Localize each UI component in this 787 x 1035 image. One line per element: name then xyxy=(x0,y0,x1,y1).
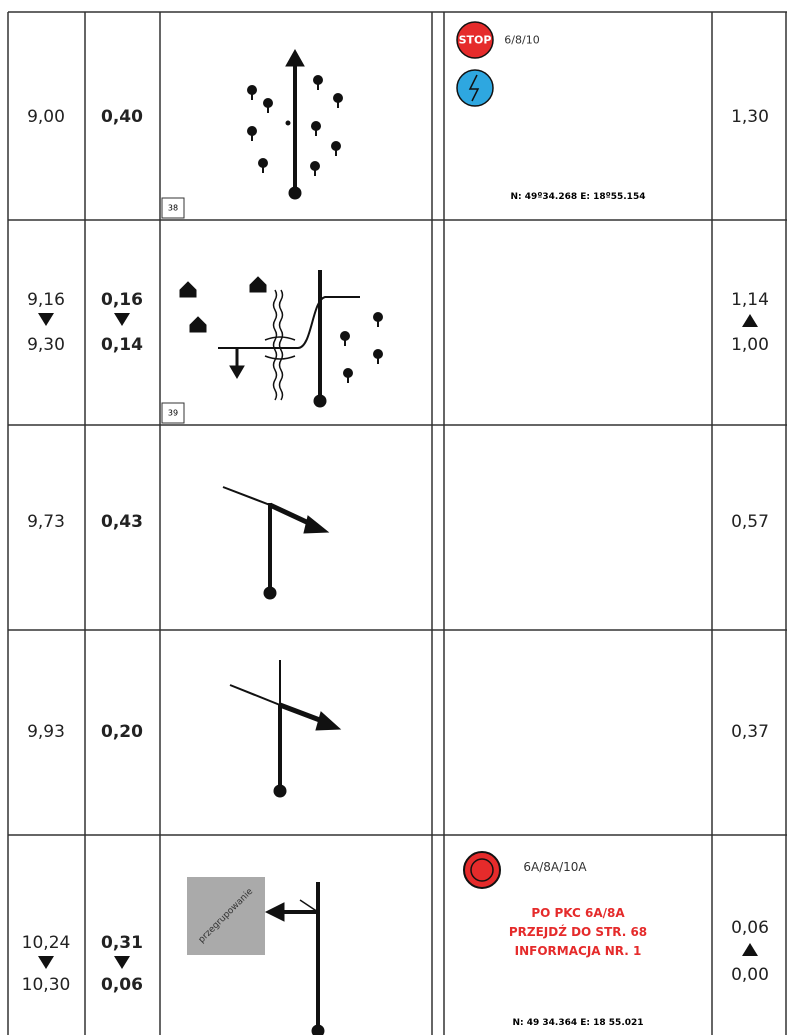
coords: N: 49º34.268 E: 18º55.154 xyxy=(510,192,646,202)
note: INFORMACJA NR. 1 xyxy=(514,944,642,958)
remaining: 0,57 xyxy=(731,512,769,532)
lightning xyxy=(468,74,480,102)
total: 10,30 xyxy=(21,975,71,995)
info-label: 6/8/10 xyxy=(504,33,540,47)
tulip-diagrams xyxy=(179,48,383,1035)
total: 10,24 xyxy=(21,933,71,953)
box-number: 38 xyxy=(167,203,179,213)
partial: 0,16 xyxy=(101,290,143,310)
stop-text: STOP xyxy=(458,33,492,47)
lightning-icon xyxy=(456,69,494,107)
table-grid xyxy=(7,11,787,1035)
remaining: 0,00 xyxy=(731,965,769,985)
clock-face xyxy=(470,858,494,882)
clock-icon xyxy=(463,851,501,889)
partial: 0,31 xyxy=(101,933,143,953)
remaining: 1,00 xyxy=(731,335,769,355)
remaining: 1,14 xyxy=(731,290,769,310)
total: 9,16 xyxy=(27,290,65,310)
partial: 0,14 xyxy=(101,335,143,355)
total: 9,30 xyxy=(27,335,65,355)
note: PO PKC 6A/8A xyxy=(531,906,625,920)
remaining: 0,06 xyxy=(731,918,769,938)
partial: 0,20 xyxy=(101,722,143,742)
partial: 0,06 xyxy=(101,975,143,995)
total: 9,00 xyxy=(27,107,65,127)
coords: N: 49 34.364 E: 18 55.021 xyxy=(512,1018,644,1028)
info-label: 6A/8A/10A xyxy=(523,860,587,874)
note: PRZEJDŹ DO STR. 68 xyxy=(508,925,648,939)
partial: 0,43 xyxy=(101,512,143,532)
total: 9,93 xyxy=(27,722,65,742)
arrows xyxy=(38,313,758,969)
remaining: 0,37 xyxy=(731,722,769,742)
partial: 0,40 xyxy=(101,107,143,127)
box-number: 39 xyxy=(167,408,179,418)
stop-icon xyxy=(456,21,494,59)
total: 9,73 xyxy=(27,512,65,532)
remaining: 1,30 xyxy=(731,107,769,127)
regroup-box xyxy=(187,877,265,955)
